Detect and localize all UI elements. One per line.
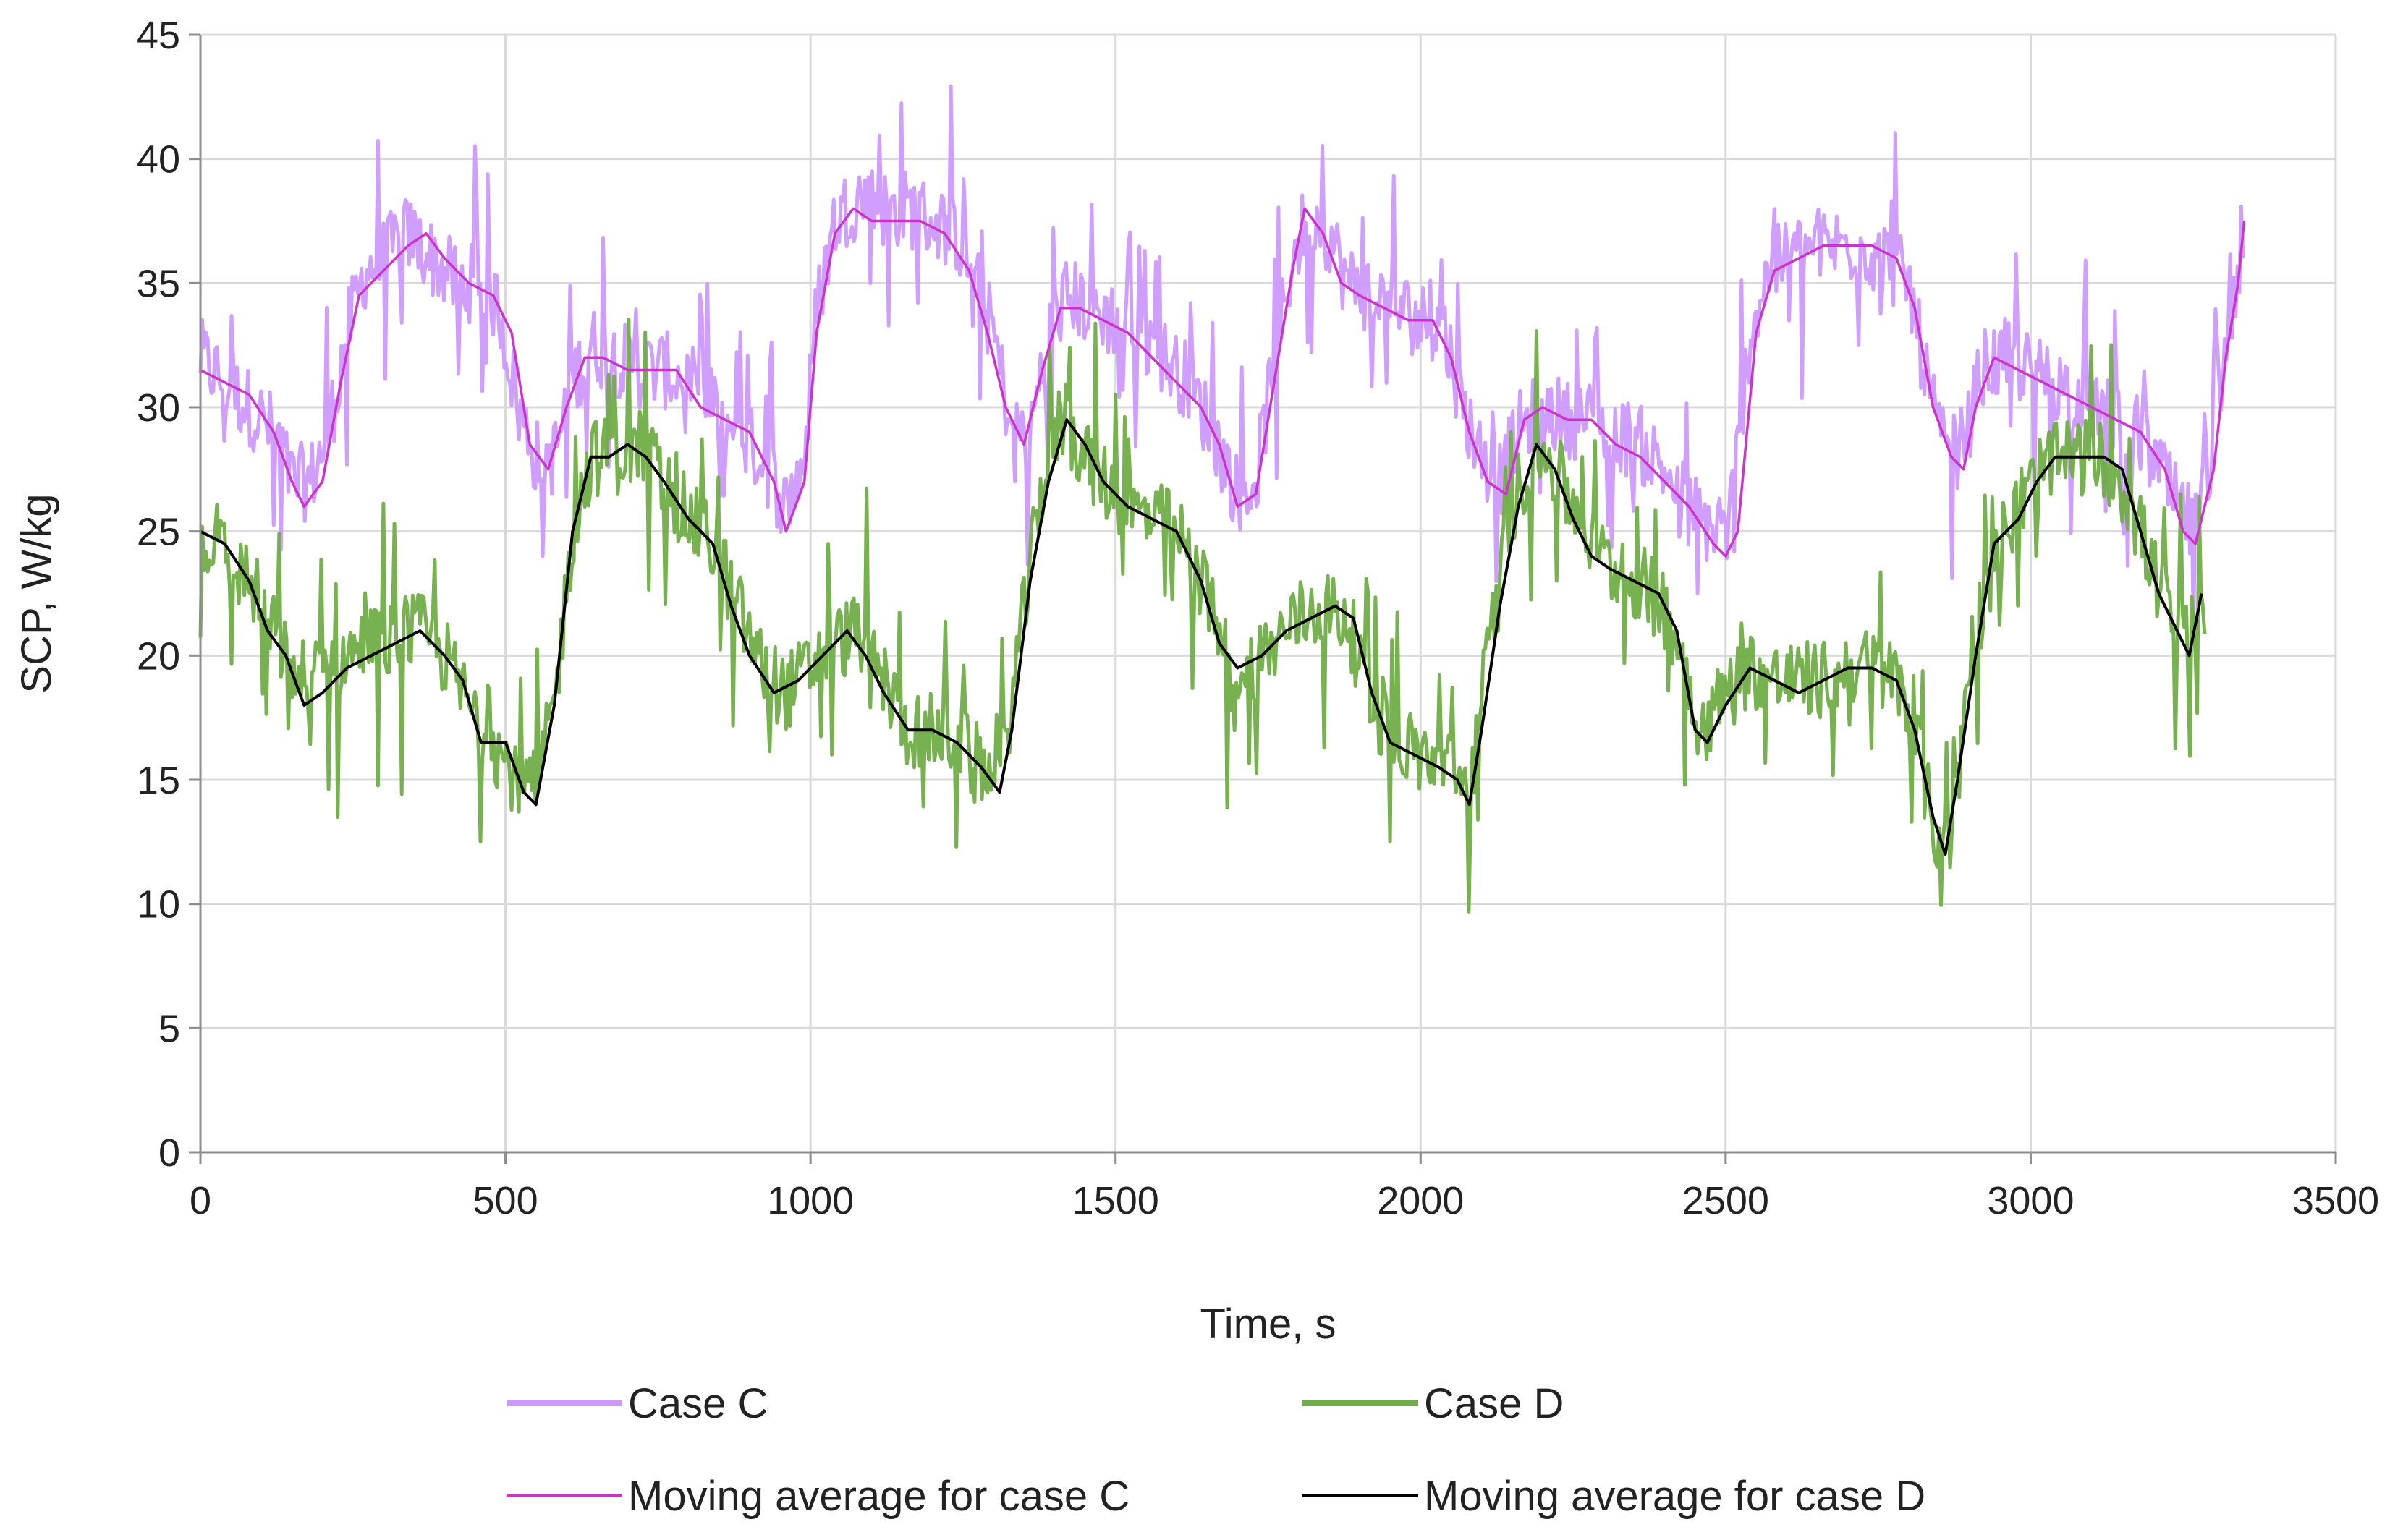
x-tick-label: 2500 xyxy=(1682,1179,1769,1222)
series-line-case-d xyxy=(198,317,2207,914)
y-tick-label: 15 xyxy=(137,759,180,802)
series-line-moving-average-for-case-d xyxy=(200,418,2203,856)
legend: Case C Case D Moving average for case C … xyxy=(507,1380,1925,1520)
tick-labels: 0 5 10 15 20 25 30 35 40 45 0 500 1000 1500 2000 2500 30… xyxy=(137,14,2379,1222)
x-tick-label: 1500 xyxy=(1072,1179,1159,1222)
legend-label-moving-average-d: Moving average for case D xyxy=(1424,1473,1925,1520)
axes xyxy=(189,33,2337,1164)
series-line-moving-average-for-case-c xyxy=(200,207,2246,558)
y-tick-label: 35 xyxy=(137,262,180,305)
x-tick-label: 500 xyxy=(473,1179,538,1222)
legend-label-moving-average-c: Moving average for case C xyxy=(628,1473,1130,1520)
y-tick-label: 40 xyxy=(137,138,180,182)
x-tick-label: 0 xyxy=(190,1179,211,1222)
x-tick-label: 3500 xyxy=(2292,1179,2379,1222)
y-tick-label: 20 xyxy=(137,634,180,678)
plot-series xyxy=(198,84,2246,914)
gridlines xyxy=(200,33,2337,1152)
x-tick-label: 1000 xyxy=(767,1179,854,1222)
legend-label-case-c: Case C xyxy=(628,1380,768,1427)
legend-label-case-d: Case D xyxy=(1424,1380,1564,1427)
x-tick-label: 3000 xyxy=(1987,1179,2074,1222)
y-tick-label: 25 xyxy=(137,511,180,554)
x-axis-title: Time, s xyxy=(1200,1301,1336,1348)
series-line-case-c xyxy=(198,84,2245,637)
x-tick-label: 2000 xyxy=(1377,1179,1464,1222)
y-tick-label: 45 xyxy=(137,14,180,57)
y-axis-title: SCP, W/kg xyxy=(13,493,60,693)
y-tick-label: 0 xyxy=(158,1131,180,1175)
y-tick-label: 10 xyxy=(137,883,180,927)
y-tick-label: 30 xyxy=(137,386,180,430)
y-tick-label: 5 xyxy=(158,1007,180,1050)
